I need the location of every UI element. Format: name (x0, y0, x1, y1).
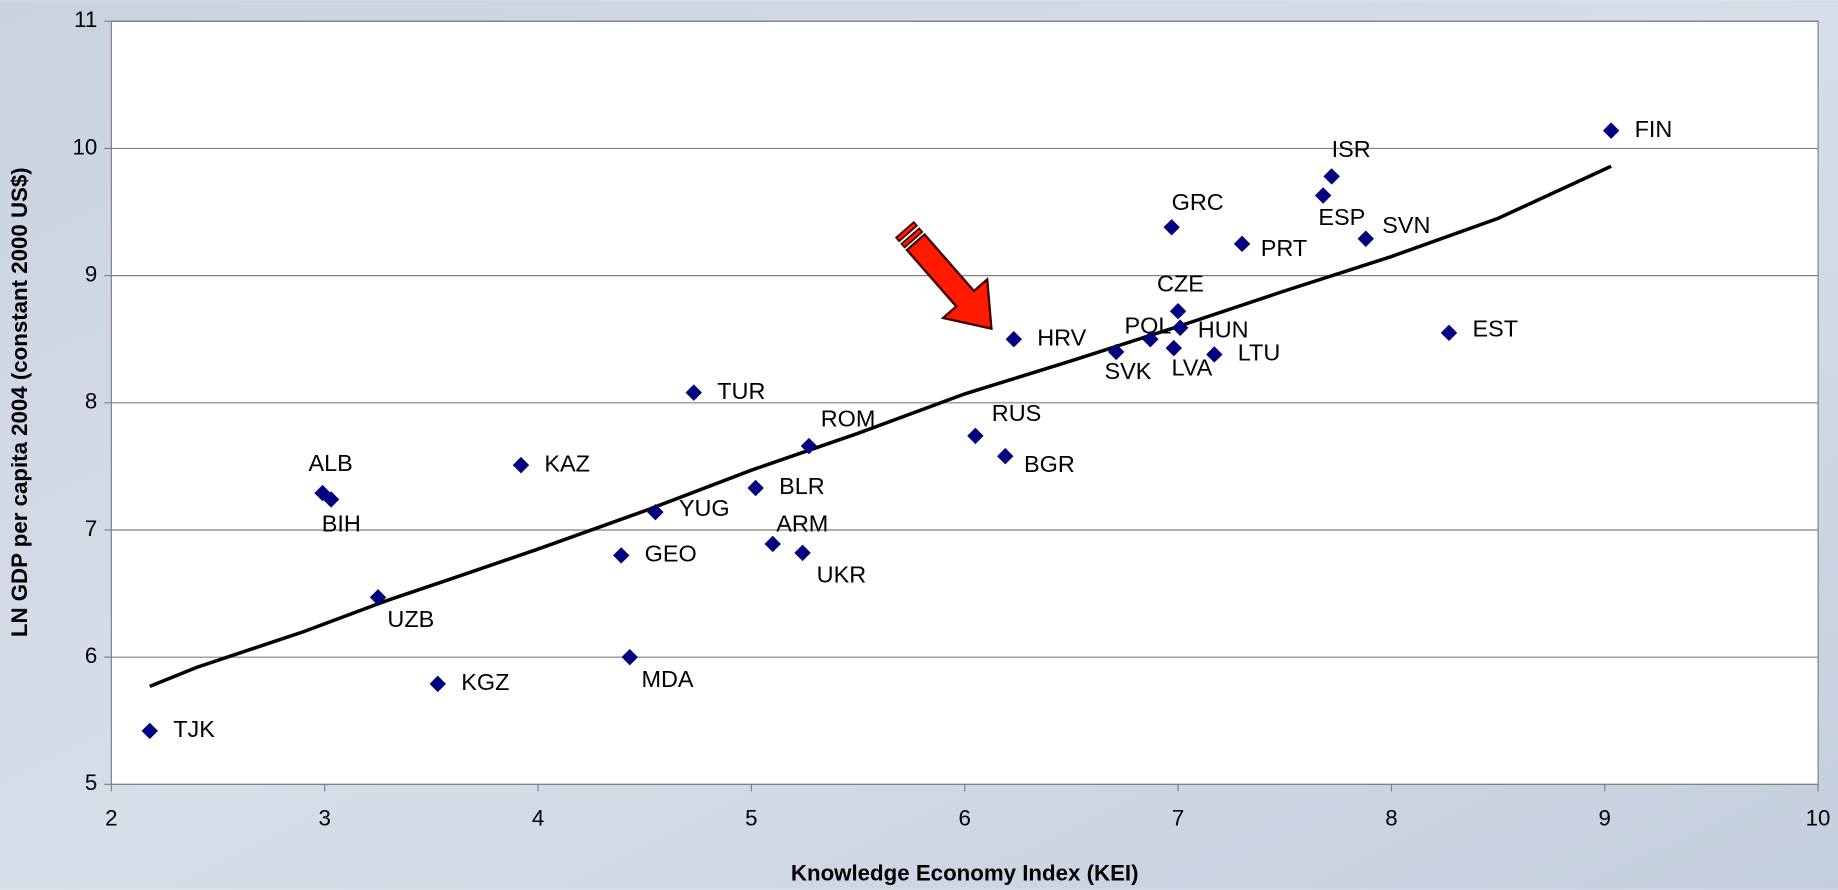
data-point (141, 722, 158, 740)
y-tick-label: 7 (85, 516, 97, 541)
data-point (747, 479, 764, 497)
point-label: MDA (641, 666, 693, 692)
data-point (967, 427, 984, 445)
data-point (997, 448, 1014, 465)
point-label: BGR (1024, 451, 1075, 477)
x-tick-label: 5 (745, 805, 757, 830)
point-label: HUN (1198, 316, 1249, 342)
data-point (1171, 319, 1189, 336)
x-tick-label: 10 (1806, 805, 1831, 830)
y-tick-label: 11 (74, 7, 97, 32)
point-label: ARM (776, 510, 828, 536)
x-axis-title: Knowledge Economy Index (KEI) (791, 860, 1139, 885)
point-label: KGZ (461, 669, 509, 695)
point-label: LVA (1171, 354, 1212, 380)
data-point (1206, 346, 1223, 363)
data-point (1323, 168, 1340, 185)
point-label: GRC (1172, 189, 1224, 215)
y-tick-label: 5 (85, 770, 97, 795)
data-point (1169, 303, 1187, 320)
x-tick-label: 6 (959, 805, 971, 830)
x-tick-label: 4 (532, 805, 544, 830)
y-tick-label: 8 (85, 389, 97, 414)
point-label: LTU (1238, 340, 1281, 366)
data-point (1314, 187, 1332, 204)
x-tick-label: 9 (1599, 805, 1611, 830)
point-label: SVN (1382, 212, 1430, 238)
y-tick-label: 6 (85, 643, 97, 668)
point-label: GEO (645, 541, 697, 567)
data-point (1107, 343, 1125, 361)
y-axis-title: LN GDP per capita 2004 (constant 2000 US… (7, 167, 32, 637)
data-point (1602, 122, 1620, 139)
data-point (429, 675, 446, 693)
point-label: BIH (322, 510, 361, 536)
data-point (322, 491, 340, 508)
x-tick-label: 2 (105, 805, 117, 830)
data-point (369, 589, 387, 606)
y-tick-label: 10 (73, 134, 98, 159)
x-tick-label: 8 (1385, 805, 1397, 830)
data-point (1233, 235, 1251, 253)
point-label: KAZ (544, 450, 590, 476)
data-point (1163, 219, 1180, 236)
data-point (1142, 331, 1159, 348)
data-point (512, 456, 530, 474)
point-label: ROM (821, 405, 876, 431)
data-point (1357, 230, 1374, 247)
point-label: BLR (779, 473, 825, 499)
point-label: YUG (679, 495, 730, 521)
data-point (764, 535, 781, 553)
point-label: RUS (992, 400, 1041, 426)
point-label: ALB (308, 450, 352, 476)
point-label: TJK (173, 716, 215, 742)
point-label: ISR (1332, 136, 1371, 162)
point-label: PRT (1261, 235, 1307, 261)
x-tick-label: 3 (319, 805, 331, 830)
point-label: TUR (717, 378, 765, 404)
y-tick-label: 9 (85, 262, 97, 287)
x-tick-label: 7 (1172, 805, 1184, 830)
point-label: FIN (1635, 116, 1673, 142)
point-label: CZE (1157, 271, 1204, 297)
point-label: UZB (387, 606, 434, 632)
point-label: POL (1125, 313, 1172, 339)
data-point (1005, 331, 1022, 348)
point-label: EST (1472, 316, 1518, 342)
arrow (894, 220, 993, 331)
point-label: UKR (817, 562, 866, 588)
point-label: SVK (1104, 358, 1151, 384)
point-label: ESP (1318, 204, 1365, 230)
point-label: HRV (1037, 324, 1086, 350)
trend-line (149, 164, 1612, 689)
